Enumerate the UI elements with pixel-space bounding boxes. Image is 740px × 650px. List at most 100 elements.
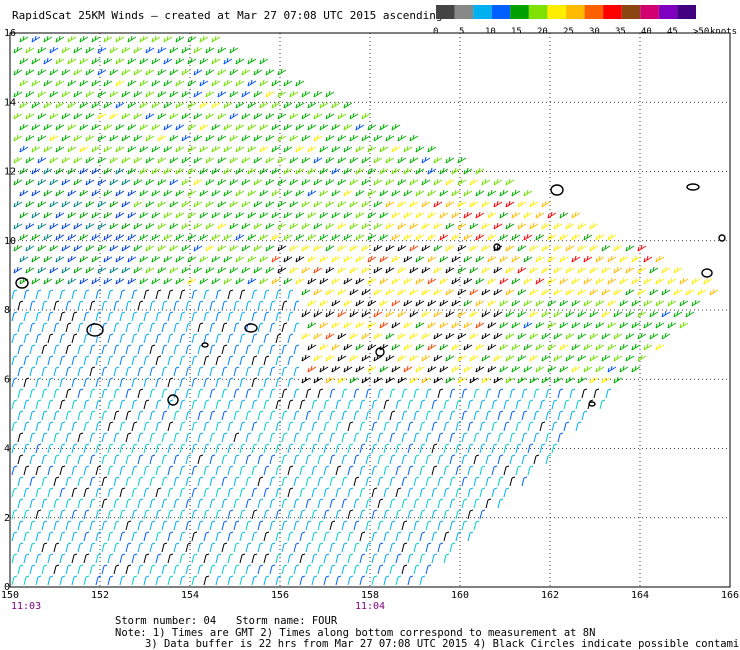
wind-barb xyxy=(251,575,258,586)
wind-barb xyxy=(605,388,612,399)
wind-barb xyxy=(77,476,84,487)
wind-barb xyxy=(263,399,270,410)
wind-barb xyxy=(499,189,509,197)
wind-barb xyxy=(19,189,29,197)
wind-barb xyxy=(347,575,354,586)
wind-barb xyxy=(49,134,59,142)
wind-barb xyxy=(361,112,371,120)
wind-barb xyxy=(521,454,528,465)
wind-barb xyxy=(485,432,492,443)
wind-barb xyxy=(265,90,275,98)
wind-barb xyxy=(167,487,174,498)
wind-barb xyxy=(673,288,683,296)
wind-barb xyxy=(367,123,377,131)
wind-barb xyxy=(83,465,90,476)
wind-barb xyxy=(215,531,222,542)
colorbar-swatch xyxy=(621,5,641,19)
wind-barb xyxy=(145,46,155,54)
wind-barb xyxy=(455,443,462,454)
wind-barb xyxy=(595,365,605,373)
wind-barb xyxy=(137,498,144,509)
wind-barb xyxy=(127,145,137,153)
wind-barb xyxy=(239,531,246,542)
wind-barb xyxy=(397,310,407,318)
wind-barb xyxy=(289,112,299,120)
wind-barb xyxy=(115,167,125,175)
wind-barb xyxy=(307,365,317,373)
wind-barb xyxy=(29,564,36,575)
wind-barb xyxy=(599,399,606,410)
wind-barb xyxy=(35,355,42,366)
wind-barb xyxy=(505,376,515,384)
wind-barb xyxy=(181,178,191,186)
wind-barb xyxy=(209,432,216,443)
wind-barb xyxy=(337,156,347,164)
wind-barb xyxy=(437,520,444,531)
wind-barb xyxy=(133,266,143,274)
wind-barb xyxy=(601,266,611,274)
wind-barb xyxy=(625,332,635,340)
wind-barb xyxy=(293,542,300,553)
wind-barb xyxy=(445,222,455,230)
wind-barb xyxy=(97,112,107,120)
wind-barb xyxy=(457,310,467,318)
wind-barb xyxy=(499,277,509,285)
wind-barb xyxy=(385,376,395,384)
wind-barb xyxy=(401,542,408,553)
wind-barb xyxy=(575,421,582,432)
wind-barb xyxy=(65,366,72,377)
wind-barb xyxy=(583,343,593,351)
wind-barb xyxy=(161,476,168,487)
wind-barb xyxy=(179,289,186,300)
wind-barb xyxy=(397,376,407,384)
storm-name: Storm name: FOUR xyxy=(236,615,338,627)
wind-barb xyxy=(97,200,107,208)
wind-barb xyxy=(307,145,317,153)
wind-barb xyxy=(179,575,186,586)
wind-barb xyxy=(235,277,245,285)
wind-barb xyxy=(175,101,185,109)
wind-barb xyxy=(23,509,30,520)
wind-barb xyxy=(511,189,521,197)
wind-barb xyxy=(265,112,275,120)
wind-barb xyxy=(547,233,557,241)
wind-barb xyxy=(191,377,198,388)
wind-barb xyxy=(203,289,210,300)
wind-barb xyxy=(335,553,342,564)
wind-barb xyxy=(109,156,119,164)
wind-barb xyxy=(49,46,59,54)
wind-barb xyxy=(179,509,186,520)
wind-barb xyxy=(103,123,113,131)
wind-barb xyxy=(349,178,359,186)
wind-barb xyxy=(221,564,228,575)
lon-label: 152 xyxy=(91,590,109,601)
wind-barb xyxy=(55,145,65,153)
wind-barb xyxy=(293,476,300,487)
wind-barb xyxy=(161,300,168,311)
wind-barb xyxy=(607,365,617,373)
wind-barb xyxy=(421,200,431,208)
wind-barb xyxy=(299,509,306,520)
wind-barb xyxy=(193,112,203,120)
island-outline-icon xyxy=(588,401,596,407)
wind-barb xyxy=(215,465,222,476)
wind-barb xyxy=(619,277,629,285)
wind-barb xyxy=(601,332,611,340)
wind-barb xyxy=(331,123,341,131)
wind-barb xyxy=(79,211,89,219)
wind-barb xyxy=(191,333,198,344)
wind-barb xyxy=(425,498,432,509)
wind-barb xyxy=(89,410,96,421)
wind-barb xyxy=(373,222,383,230)
wind-barb xyxy=(281,454,288,465)
wind-barb xyxy=(137,322,144,333)
wind-barb xyxy=(307,211,317,219)
wind-barb xyxy=(449,410,456,421)
wind-barb xyxy=(239,465,246,476)
wind-barb xyxy=(37,46,47,54)
wind-barb xyxy=(371,443,378,454)
wind-barb xyxy=(29,476,36,487)
wind-barb xyxy=(473,476,480,487)
wind-barb xyxy=(143,311,150,322)
